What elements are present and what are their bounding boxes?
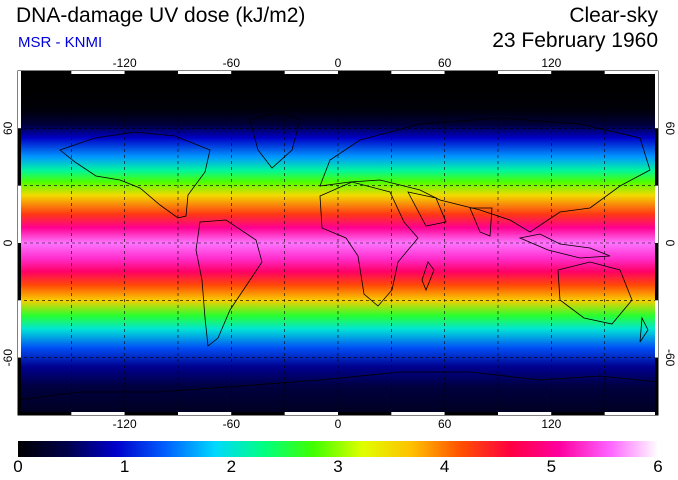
frame-segment-left bbox=[18, 185, 21, 243]
lat-tick-label-right: -60 bbox=[663, 349, 677, 367]
colorbar-tick-label: 3 bbox=[333, 457, 343, 476]
frame-segment-bottom bbox=[551, 412, 605, 415]
lon-tick-label-bottom: 0 bbox=[335, 417, 342, 431]
frame-segment-top bbox=[391, 71, 445, 74]
frame-segment-right bbox=[655, 128, 658, 186]
colorbar-tick-label: 5 bbox=[546, 457, 557, 476]
frame-segment-bottom bbox=[391, 412, 445, 415]
colorbar-tick-label: 4 bbox=[439, 457, 450, 476]
map-title: DNA-damage UV dose (kJ/m2) bbox=[16, 4, 306, 27]
frame-segment-top bbox=[231, 71, 285, 74]
coastline-south-america bbox=[195, 219, 263, 347]
frame-segment-left bbox=[18, 357, 21, 415]
frame-segment-right bbox=[655, 243, 658, 301]
frame-segment-left bbox=[18, 128, 21, 186]
frame-segment-top bbox=[18, 71, 72, 74]
frame-segment-left bbox=[18, 71, 21, 129]
lon-tick-label-top: 60 bbox=[438, 56, 452, 70]
lon-tick-label-top: -120 bbox=[113, 56, 137, 70]
frame-segment-right bbox=[655, 185, 658, 243]
frame-segment-top bbox=[551, 71, 605, 74]
coordinate-tick-labels: -120 -120 -60 -60 0 0 60 60 120 120 60 60 0 0 -60 -60 bbox=[1, 56, 677, 431]
frame-segment-bottom bbox=[284, 412, 338, 415]
colorbar-tick-label: 2 bbox=[226, 457, 237, 476]
lon-tick-label-top: 120 bbox=[541, 56, 561, 70]
colorbar-tick-label: 0 bbox=[13, 457, 23, 476]
frame-segment-left bbox=[18, 243, 21, 301]
coastline-new-zealand bbox=[639, 316, 649, 343]
coastline-antarctica bbox=[17, 371, 659, 401]
date-label: 23 February 1960 bbox=[492, 29, 658, 52]
lat-tick-label-left: 0 bbox=[1, 239, 15, 246]
frame-segment-right bbox=[655, 357, 658, 415]
frame-segment-bottom bbox=[444, 412, 498, 415]
frame-segment-top bbox=[71, 71, 125, 74]
lon-tick-label-top: 0 bbox=[335, 56, 342, 70]
lat-tick-label-left: 60 bbox=[1, 121, 15, 135]
coastline-australia bbox=[557, 261, 633, 325]
lon-tick-label-bottom: 120 bbox=[541, 417, 561, 431]
frame-segment-bottom bbox=[71, 412, 125, 415]
colorbar-strip bbox=[18, 441, 658, 457]
lon-tick-label-bottom: -120 bbox=[113, 417, 137, 431]
lat-tick-label-left: -60 bbox=[1, 349, 15, 367]
map-frame bbox=[17, 70, 659, 416]
frame-segment-bottom bbox=[178, 412, 232, 415]
coastline-eurasia bbox=[319, 117, 651, 233]
frame-segment-right bbox=[655, 71, 658, 129]
frame-segment-top bbox=[284, 71, 338, 74]
frame-segment-top bbox=[498, 71, 552, 74]
lon-tick-label-top: -60 bbox=[223, 56, 241, 70]
coastline-north-america bbox=[59, 131, 211, 219]
graticule-lines bbox=[18, 71, 658, 415]
frame-segment-bottom bbox=[338, 412, 392, 415]
frame-segment-left bbox=[18, 300, 21, 358]
frame-segment-top bbox=[444, 71, 498, 74]
colorbar-tick-label: 6 bbox=[653, 457, 663, 476]
sky-condition-label: Clear-sky bbox=[569, 4, 658, 27]
coastline-africa bbox=[319, 181, 419, 307]
frame-segment-bottom bbox=[124, 412, 178, 415]
lat-tick-label-right: 60 bbox=[663, 122, 677, 136]
frame-segment-bottom bbox=[498, 412, 552, 415]
frame-segment-top bbox=[178, 71, 232, 74]
lon-tick-label-bottom: -60 bbox=[223, 417, 241, 431]
coastlines bbox=[17, 111, 659, 401]
frame-segment-bottom bbox=[18, 412, 72, 415]
coastline-arabia bbox=[407, 191, 447, 227]
frame-segment-bottom bbox=[604, 412, 658, 415]
frame-segment-top bbox=[604, 71, 658, 74]
frame-segment-bottom bbox=[231, 412, 285, 415]
lon-tick-label-bottom: 60 bbox=[438, 417, 452, 431]
coastline-madagascar bbox=[421, 261, 435, 292]
coastline-greenland bbox=[249, 111, 301, 169]
frame-segment-top bbox=[124, 71, 178, 74]
lat-tick-label-right: 0 bbox=[663, 240, 677, 247]
frame-segment-right bbox=[655, 300, 658, 358]
source-label: MSR - KNMI bbox=[18, 34, 103, 51]
colorbar-tick-label: 1 bbox=[119, 457, 130, 476]
coastline-indonesia bbox=[518, 233, 611, 259]
frame-segment-top bbox=[338, 71, 392, 74]
coastline-india bbox=[469, 207, 493, 237]
